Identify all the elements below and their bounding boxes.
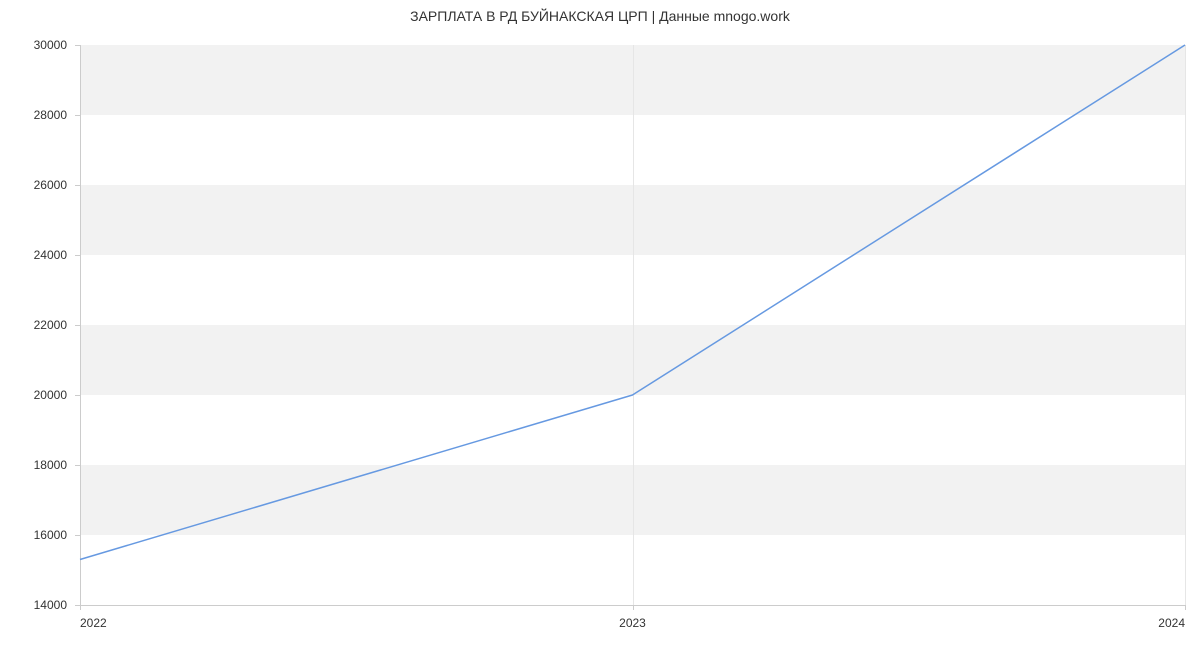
- y-tick-label: 28000: [0, 108, 67, 122]
- y-tick-label: 24000: [0, 248, 67, 262]
- line-layer: [80, 45, 1185, 605]
- y-tick-label: 26000: [0, 178, 67, 192]
- y-tick-label: 18000: [0, 458, 67, 472]
- y-tick-label: 16000: [0, 528, 67, 542]
- x-tick-label: 2023: [619, 616, 646, 630]
- x-tick-mark: [80, 605, 81, 610]
- y-tick-label: 20000: [0, 388, 67, 402]
- salary-line-chart: ЗАРПЛАТА В РД БУЙНАКСКАЯ ЦРП | Данные mn…: [0, 0, 1200, 650]
- x-tick-label: 2024: [1158, 616, 1185, 630]
- x-tick-mark: [633, 605, 634, 610]
- x-tick-mark: [1185, 605, 1186, 610]
- y-tick-label: 22000: [0, 318, 67, 332]
- y-tick-label: 30000: [0, 38, 67, 52]
- x-gridline: [1185, 45, 1186, 605]
- x-tick-label: 2022: [80, 616, 107, 630]
- plot-area: 1400016000180002000022000240002600028000…: [80, 45, 1185, 605]
- series-salary: [80, 45, 1185, 560]
- y-tick-label: 14000: [0, 598, 67, 612]
- chart-title: ЗАРПЛАТА В РД БУЙНАКСКАЯ ЦРП | Данные mn…: [0, 8, 1200, 24]
